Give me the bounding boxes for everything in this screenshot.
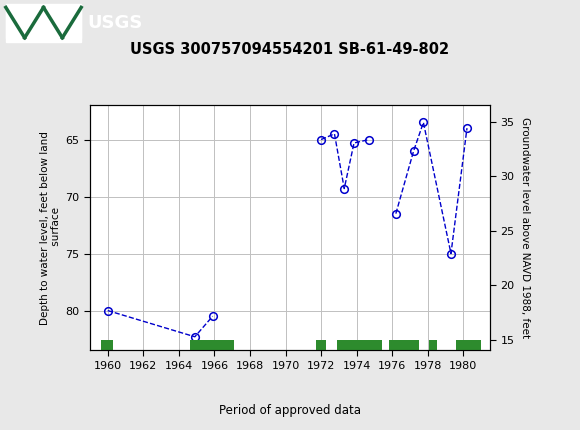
FancyBboxPatch shape xyxy=(6,3,81,42)
Y-axis label: Depth to water level, feet below land
 surface: Depth to water level, feet below land su… xyxy=(39,131,61,325)
Y-axis label: Groundwater level above NAVD 1988, feet: Groundwater level above NAVD 1988, feet xyxy=(520,117,530,338)
Bar xyxy=(429,340,437,350)
Bar xyxy=(389,340,419,350)
Text: Period of approved data: Period of approved data xyxy=(219,404,361,417)
Bar xyxy=(190,340,234,350)
Bar xyxy=(316,340,327,350)
Text: USGS 300757094554201 SB-61-49-802: USGS 300757094554201 SB-61-49-802 xyxy=(130,42,450,57)
Bar xyxy=(337,340,382,350)
Bar xyxy=(100,340,113,350)
Bar xyxy=(456,340,481,350)
Text: USGS: USGS xyxy=(87,14,142,31)
